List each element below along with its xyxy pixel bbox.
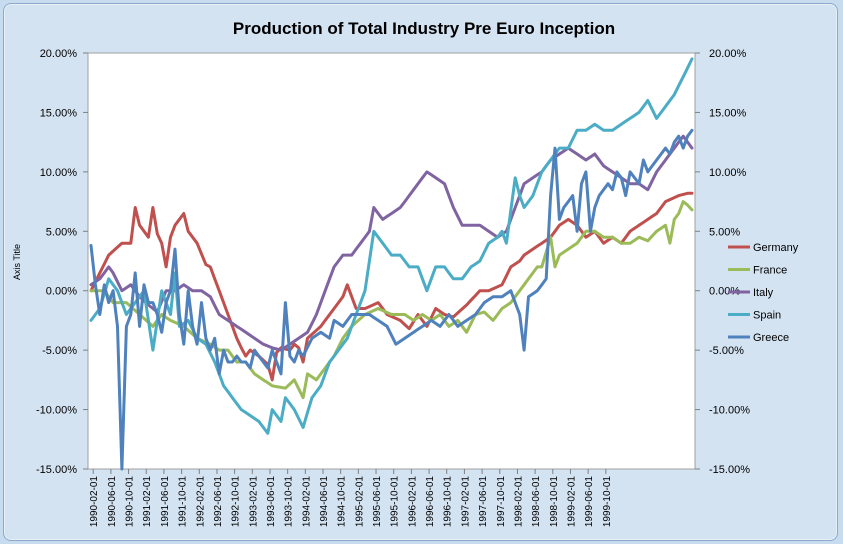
x-tick-label: 1991-02-01 [142, 476, 153, 528]
x-tick-label: 1992-06-01 [213, 476, 224, 528]
x-tick-label: 1994-02-01 [301, 476, 312, 528]
y2-tick-label: 10.00% [709, 167, 747, 179]
y2-tick-label: 15.00% [709, 107, 747, 119]
series-line-italy [89, 134, 694, 352]
chart-svg: Production of Total Industry Pre Euro In… [12, 19, 799, 527]
y2-tick-label: -5.00% [709, 345, 744, 357]
y-tick-label: 10.00% [40, 167, 78, 179]
x-tick-label: 1991-06-01 [160, 476, 171, 528]
y-axis-left: -15.00% -10.00% -5.00% 0.00% 5.00% 10.00% 15.0… [36, 48, 88, 476]
y-tick-label: 5.00% [46, 226, 77, 238]
x-tick-label: 1997-06-01 [478, 476, 489, 528]
y-tick-label: 0.00% [46, 286, 77, 298]
legend-label-france: France [753, 265, 787, 277]
x-tick-label: 1995-02-01 [354, 476, 365, 528]
y2-tick-label: -10.00% [709, 405, 750, 417]
x-tick-label: 1998-02-01 [513, 476, 524, 528]
y-tick-label: -10.00% [36, 405, 77, 417]
x-tick-label: 1994-10-01 [337, 476, 348, 528]
x-tick-label: 1996-02-01 [407, 476, 418, 528]
legend-label-spain: Spain [753, 310, 781, 322]
y2-tick-label: 20.00% [709, 48, 747, 60]
x-tick-label: 1999-06-01 [584, 476, 595, 528]
x-tick-label: 1993-10-01 [284, 476, 295, 528]
legend-label-greece: Greece [753, 332, 789, 344]
x-tick-label: 1993-02-01 [248, 476, 259, 528]
x-tick-label: 1998-10-01 [549, 476, 560, 528]
x-tick-label: 1990-06-01 [107, 476, 118, 528]
y-tick-label: 15.00% [40, 107, 78, 119]
series-lines [89, 57, 694, 471]
x-tick-label: 1997-02-01 [460, 476, 471, 528]
y-tick-label: -5.00% [42, 345, 77, 357]
y2-tick-label: -15.00% [709, 464, 750, 476]
y2-tick-label: 0.00% [709, 286, 740, 298]
x-tick-label: 1998-06-01 [531, 476, 542, 528]
y-tick-label: 20.00% [40, 48, 78, 60]
x-tick-label: 1992-10-01 [231, 476, 242, 528]
x-tick-label: 1990-10-01 [125, 476, 136, 528]
legend-label-italy: Italy [753, 287, 774, 299]
legend-label-germany: Germany [753, 242, 799, 254]
x-tick-label: 1997-10-01 [496, 476, 507, 528]
y-axis-title: Axis Title [12, 244, 22, 280]
x-tick-label: 1993-06-01 [266, 476, 277, 528]
x-tick-label: 1990-02-01 [89, 476, 100, 528]
series-line-germany [89, 191, 694, 382]
series-line-greece [89, 128, 694, 471]
x-tick-label: 1996-10-01 [443, 476, 454, 528]
y-axis-right: -15.00% -10.00% -5.00% 0.00% 5.00% 10.00% 15.0… [695, 48, 750, 476]
x-tick-label: 1991-10-01 [178, 476, 189, 528]
legend: Germany France Italy Spain Greece [728, 242, 799, 344]
x-tick-label: 1995-10-01 [390, 476, 401, 528]
x-tick-label: 1992-02-01 [195, 476, 206, 528]
x-tick-label: 1999-10-01 [602, 476, 613, 528]
x-tick-label: 1995-06-01 [372, 476, 383, 528]
y2-tick-label: 5.00% [709, 226, 740, 238]
x-axis: 1990-02-01 1990-06-01 1990-10-01 1991-02-01… [89, 469, 613, 527]
x-tick-label: 1994-06-01 [319, 476, 330, 528]
x-tick-label: 1999-02-01 [566, 476, 577, 528]
y-tick-label: -15.00% [36, 464, 77, 476]
plot-area [87, 52, 696, 470]
chart-area: Production of Total Industry Pre Euro In… [3, 3, 838, 541]
x-tick-label: 1996-06-01 [425, 476, 436, 528]
chart-title: Production of Total Industry Pre Euro In… [233, 19, 615, 38]
